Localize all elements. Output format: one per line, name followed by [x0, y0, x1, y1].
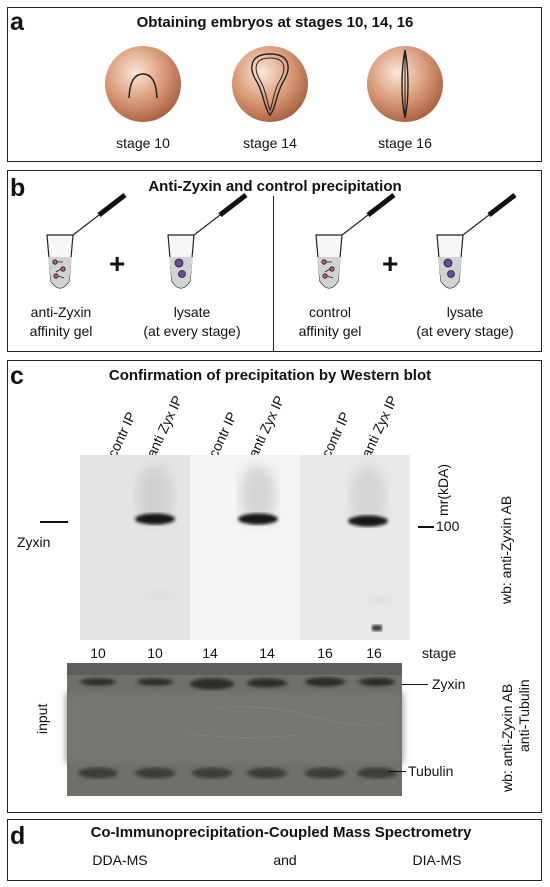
zyxin-band-lane-2 [135, 513, 175, 525]
control-gel-label: control affinity gel [298, 304, 362, 339]
wb-lower-label-1: wb: anti-Zyxin AB [499, 683, 515, 792]
method-and: and [273, 852, 297, 868]
plus-left: + [109, 248, 126, 279]
stage-number-4: 14 [259, 645, 275, 661]
zyxin-marker-line [40, 521, 68, 523]
mr-kda-label: mr(kDA) [435, 463, 451, 516]
stage-label: stage [422, 645, 457, 661]
stage-number-6: 16 [366, 645, 382, 661]
stage-10-label: stage 10 [116, 135, 170, 151]
stage-number-2: 10 [147, 645, 163, 661]
panel-b-title: Anti-Zyxin and control precipitation [148, 178, 402, 195]
panel-c-letter: c [10, 362, 24, 390]
tube-lysate-right [436, 193, 517, 289]
method-dia-ms: DIA-MS [412, 852, 462, 868]
input-label: input [34, 703, 50, 734]
zyxin-band-lane-6 [348, 515, 388, 527]
panel-d [7, 819, 542, 881]
marker-100-label: 100 [436, 518, 460, 534]
tubulin-right-line [388, 771, 406, 772]
stage-number-1: 10 [90, 645, 106, 661]
panel-b-divider [273, 196, 274, 352]
lysate-right-label: lysate (at every stage) [416, 304, 514, 339]
stage-16-label: stage 16 [378, 135, 432, 151]
panel-d-letter: d [10, 822, 26, 850]
input-western-blot [67, 663, 402, 796]
input-tubulin-bands [78, 767, 397, 779]
stage-14-label: stage 14 [243, 135, 297, 151]
tube-lysate-left [167, 193, 248, 289]
wb-upper-label: wb: anti-Zyxin AB [498, 495, 514, 604]
panel-a-letter: a [10, 8, 24, 36]
lysate-left-label: lysate (at every stage) [143, 304, 241, 339]
embryo-stage-14 [232, 46, 308, 122]
method-dda-ms: DDA-MS [92, 852, 148, 868]
zyxin-band-lane-4 [238, 513, 278, 525]
zyxin-left-label: Zyxin [17, 534, 51, 550]
tube-anti-zyxin-gel [46, 193, 127, 289]
tube-control-gel [315, 193, 396, 289]
embryo-illustrations [105, 46, 443, 122]
panel-b-letter: b [10, 174, 26, 202]
wb-lower-label-2: anti-Tubulin [516, 679, 532, 752]
panel-d-title: Co-Immunoprecipitation-Coupled Mass Spec… [90, 824, 472, 841]
embryo-stage-10 [105, 46, 181, 122]
anti-zyxin-gel-label: anti-Zyxin affinity gel [29, 304, 93, 339]
stage-number-3: 14 [202, 645, 218, 661]
marker-100-line [418, 526, 434, 528]
zyxin-right-line [402, 684, 428, 685]
stage-number-5: 16 [317, 645, 333, 661]
panel-a-title: Obtaining embryos at stages 10, 14, 16 [136, 14, 414, 31]
zyxin-right-label: Zyxin [432, 676, 466, 692]
ip-western-blot [80, 455, 410, 640]
input-zyxin-bands [80, 677, 395, 690]
plus-right: + [382, 248, 399, 279]
tube-illustrations [46, 193, 517, 289]
panel-c-title: Confirmation of precipitation by Western… [108, 367, 432, 384]
tubulin-right-label: Tubulin [408, 763, 454, 779]
embryo-stage-16 [367, 46, 443, 122]
